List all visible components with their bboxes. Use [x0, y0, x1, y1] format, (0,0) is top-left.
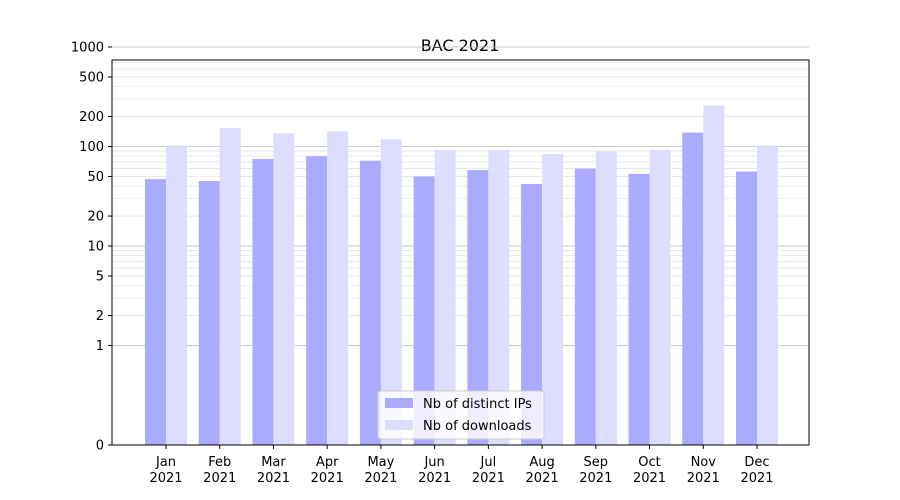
- x-axis: Jan2021Feb2021Mar2021Apr2021May2021Jun20…: [149, 445, 774, 486]
- x-tick-label-year: 2021: [740, 471, 773, 486]
- x-tick-label-month: Apr: [316, 455, 339, 470]
- bar-downloads: [219, 128, 241, 445]
- x-tick-label-year: 2021: [472, 471, 505, 486]
- x-tick-label-year: 2021: [579, 471, 612, 486]
- legend-swatch-distinct-ips: [385, 398, 413, 408]
- y-tick-label: 100: [79, 140, 104, 155]
- plot-frame: [111, 59, 810, 446]
- bar-downloads: [542, 154, 564, 445]
- y-tick-label: 200: [79, 110, 104, 125]
- bar-downloads: [327, 131, 349, 446]
- bar-distinct-ips: [306, 156, 328, 445]
- legend: Nb of distinct IPs Nb of downloads: [377, 390, 545, 440]
- legend-label-downloads: Nb of downloads: [423, 419, 532, 434]
- x-tick-label-year: 2021: [633, 471, 666, 486]
- x-tick-label-year: 2021: [203, 471, 236, 486]
- bar-distinct-ips: [145, 179, 166, 445]
- legend-box: [377, 390, 545, 440]
- x-tick-label-year: 2021: [418, 471, 451, 486]
- x-tick-label-month: Nov: [691, 455, 717, 470]
- x-tick-label-year: 2021: [311, 471, 344, 486]
- y-tick-label: 0: [96, 439, 104, 454]
- bar-distinct-ips: [736, 171, 757, 445]
- bar-distinct-ips: [359, 160, 381, 445]
- legend-label-distinct-ips: Nb of distinct IPs: [423, 397, 532, 412]
- legend-swatch-downloads: [385, 420, 413, 430]
- y-tick-label: 5: [96, 269, 104, 284]
- x-tick-label-year: 2021: [526, 471, 559, 486]
- y-tick-label: 50: [87, 170, 104, 185]
- bar-distinct-ips: [198, 181, 220, 445]
- x-tick-label-month: Jun: [423, 455, 444, 470]
- y-tick-label: 20: [87, 210, 104, 225]
- bar-distinct-ips: [574, 168, 596, 445]
- bar-downloads: [488, 150, 510, 446]
- bar-distinct-ips: [467, 170, 489, 445]
- bar-downloads: [703, 105, 725, 446]
- bar-downloads: [273, 133, 295, 445]
- x-tick-label-month: Jan: [155, 455, 176, 470]
- x-tick-label-month: Feb: [208, 455, 231, 470]
- x-tick-label-month: Sep: [584, 455, 609, 470]
- y-tick-label: 1: [96, 339, 104, 354]
- bar-distinct-ips: [521, 183, 543, 445]
- bars: [145, 105, 778, 446]
- x-tick-label-month: Jul: [480, 455, 497, 470]
- x-tick-label-month: Oct: [638, 455, 660, 470]
- y-tick-label: 500: [79, 70, 104, 85]
- bar-downloads: [649, 150, 671, 446]
- bar-downloads: [595, 151, 617, 445]
- x-tick-label-year: 2021: [364, 471, 397, 486]
- y-tick-label: 2: [96, 309, 104, 324]
- y-tick-label: 1000: [71, 41, 104, 56]
- x-tick-label-month: Aug: [529, 455, 554, 470]
- bar-distinct-ips: [413, 176, 435, 445]
- x-tick-label-month: Dec: [744, 455, 769, 470]
- x-tick-label-year: 2021: [257, 471, 290, 486]
- x-tick-label-year: 2021: [149, 471, 182, 486]
- bar-distinct-ips: [252, 158, 274, 446]
- bar-downloads: [757, 145, 778, 445]
- bar-downloads: [166, 145, 187, 445]
- chart-title: BAC 2021: [421, 36, 500, 55]
- bar-distinct-ips: [628, 173, 650, 445]
- bar-downloads: [380, 139, 402, 445]
- y-axis: 0 1 2 5 10 20 50 100 200 500 1000: [71, 41, 112, 454]
- bar-distinct-ips: [682, 132, 704, 445]
- x-tick-label-year: 2021: [687, 471, 720, 486]
- bar-downloads: [434, 150, 456, 446]
- y-tick-label: 10: [87, 240, 104, 255]
- x-tick-label-month: May: [367, 455, 394, 470]
- x-tick-label-month: Mar: [261, 455, 286, 470]
